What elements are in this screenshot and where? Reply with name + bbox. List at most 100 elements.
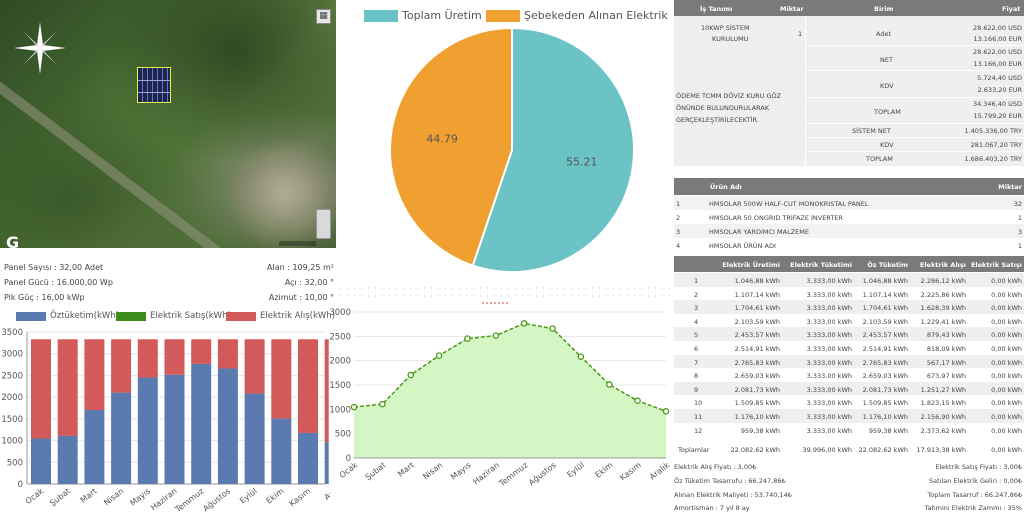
x-tick-label: Mayıs <box>449 460 473 481</box>
data-point <box>492 332 500 339</box>
total-try-label: TOPLAM <box>866 155 893 163</box>
energy-col-header: Elektrik Üretimi <box>722 261 780 269</box>
energy-cell: 0,00 kWh <box>991 426 1022 435</box>
legend-self-consumption[interactable]: Öztüketim(kWh) <box>16 311 119 321</box>
product-no: 2 <box>676 214 681 222</box>
col-price: Fiyat <box>1002 5 1021 13</box>
totals-cell: 22.082,62 kWh <box>730 446 780 454</box>
energy-cell: 0,00 kWh <box>991 399 1022 408</box>
legend-production[interactable]: Toplam Üretim <box>364 9 482 22</box>
bar-purchase <box>217 339 238 369</box>
totals-cell: 39.996,00 kWh <box>802 446 852 454</box>
x-tick-label: Ara <box>323 486 330 502</box>
y-tick-label: 500 <box>7 458 23 468</box>
x-tick-label: Aralık <box>648 460 670 481</box>
energy-cell: 0,00 kWh <box>991 277 1022 285</box>
panel-angle: Açı : 32,00 ° <box>284 278 334 287</box>
total-try: 1.686.403,20 TRY <box>964 155 1022 163</box>
divider <box>806 70 1024 71</box>
product-qty: 32 <box>1013 200 1022 208</box>
bar-self-consumption <box>57 435 78 484</box>
kdv-try: 281.067,20 TRY <box>970 141 1022 149</box>
satellite-map[interactable]: ▦ G <box>0 0 336 248</box>
energy-cell: 1.176,10 kWh <box>862 413 908 421</box>
x-tick-label: Temmuz <box>173 486 206 512</box>
energy-cell: 1.509,85 kWh <box>734 399 780 408</box>
energy-cell: 3.333,00 kWh <box>806 426 852 435</box>
compass-rose-icon <box>14 22 66 74</box>
energy-cell: 3.333,00 kWh <box>806 345 852 353</box>
product-name: HMSOLAR 50 ONGRID TRİFAZE İNVERTER <box>709 214 843 222</box>
solar-panel-array[interactable] <box>137 67 171 103</box>
item-name-line2: KURULUMU <box>712 35 749 43</box>
legend-purchase[interactable]: Elektrik Alış(kWh) <box>226 311 335 321</box>
y-tick-label: 1500 <box>1 415 23 425</box>
data-point <box>520 320 528 327</box>
kdv-eur: 2.633,20 EUR <box>977 86 1022 94</box>
energy-cell: 818,09 kWh <box>926 345 966 353</box>
energy-cell: 1.704,61 kWh <box>734 304 780 313</box>
energy-month-no: 4 <box>694 317 699 326</box>
legend-swatch <box>16 311 46 321</box>
energy-cell: 3.333,00 kWh <box>806 413 852 421</box>
legend-label: Elektrik Alış(kWh) <box>260 311 336 321</box>
kdv-usd: 5.724,40 USD <box>977 74 1022 82</box>
product-row <box>674 210 1024 224</box>
energy-cell: 1.046,88 kWh <box>734 277 780 285</box>
energy-cell: 2.765,83 kWh <box>862 358 908 367</box>
pie-slice-label: 44.79 <box>426 132 458 145</box>
energy-month-no: 8 <box>694 372 699 381</box>
legend-grid[interactable]: Şebekeden Alınan Elektrik <box>486 9 668 22</box>
x-tick-label: Haziran <box>471 460 501 486</box>
legend-swatch <box>364 9 398 22</box>
energy-row <box>674 354 1024 369</box>
stacked-bar-chart: 0 500 1000 1500 2000 2500 3000 3500 Ocak Şubat Mar… <box>1 328 330 512</box>
energy-cell: 2.659,03 kWh <box>734 372 780 381</box>
payment-note-line2: ÖNÜNDE BULUNDURULARAK <box>676 104 770 112</box>
energy-cell: 1.509,85 kWh <box>862 399 908 408</box>
energy-cell: 1.107,14 kWh <box>734 290 780 299</box>
energy-cell: 3.333,00 kWh <box>806 358 852 367</box>
zoom-slider-icon[interactable] <box>316 209 331 239</box>
bar-purchase <box>271 339 292 419</box>
net-label: NET <box>880 56 893 64</box>
x-tick-label: Eylül <box>238 486 259 505</box>
energy-row <box>674 327 1024 341</box>
product-qty: 1 <box>1017 242 1022 250</box>
energy-cell: 2.373,62 kWh <box>920 426 966 435</box>
energy-month-no: 7 <box>694 358 699 367</box>
layers-icon[interactable]: ▦ <box>316 9 331 24</box>
bar-purchase <box>57 339 78 436</box>
energy-month-no: 1 <box>694 277 699 285</box>
energy-cell: 2.659,03 kWh <box>862 372 908 381</box>
energy-cell: 3.333,00 kWh <box>806 385 852 394</box>
energy-month-no: 12 <box>694 426 703 435</box>
product-name: HMSOLAR 500W HALF-CUT MONOKRISTAL PANEL <box>709 200 869 208</box>
product-row <box>674 224 1024 238</box>
x-tick-label: Ekim <box>593 460 614 479</box>
item-qty: 1 <box>798 30 803 38</box>
energy-month-no: 10 <box>694 399 703 408</box>
divider <box>806 137 1024 138</box>
bar-self-consumption <box>84 409 105 484</box>
energy-cell: 0,00 kWh <box>991 304 1022 313</box>
energy-cell: 0,00 kWh <box>991 290 1022 299</box>
energy-row <box>674 300 1024 314</box>
energy-cell: 2.453,57 kWh <box>734 331 780 340</box>
x-tick-label: Nisan <box>421 460 444 481</box>
data-point <box>464 335 471 342</box>
total-usd: 34.346,40 USD <box>972 100 1022 108</box>
divider <box>806 97 1024 98</box>
energy-cell: 3.333,00 kWh <box>806 277 852 285</box>
quote-table-header <box>674 0 1024 16</box>
sold-electricity-income: Satılan Elektrik Geliri : 0,00₺ <box>928 477 1022 485</box>
energy-cell: 2.453,57 kWh <box>862 331 908 340</box>
x-tick-label: Temmuz <box>497 460 530 488</box>
energy-row <box>674 286 1024 301</box>
x-tick-label: Mayıs <box>128 486 152 507</box>
legend-sale[interactable]: Elektrik Satış(kWh) <box>116 311 231 321</box>
legend-swatch <box>116 311 146 321</box>
bar-purchase <box>298 339 318 433</box>
col-qty: Miktar <box>780 5 804 13</box>
energy-month-no: 6 <box>694 345 699 353</box>
